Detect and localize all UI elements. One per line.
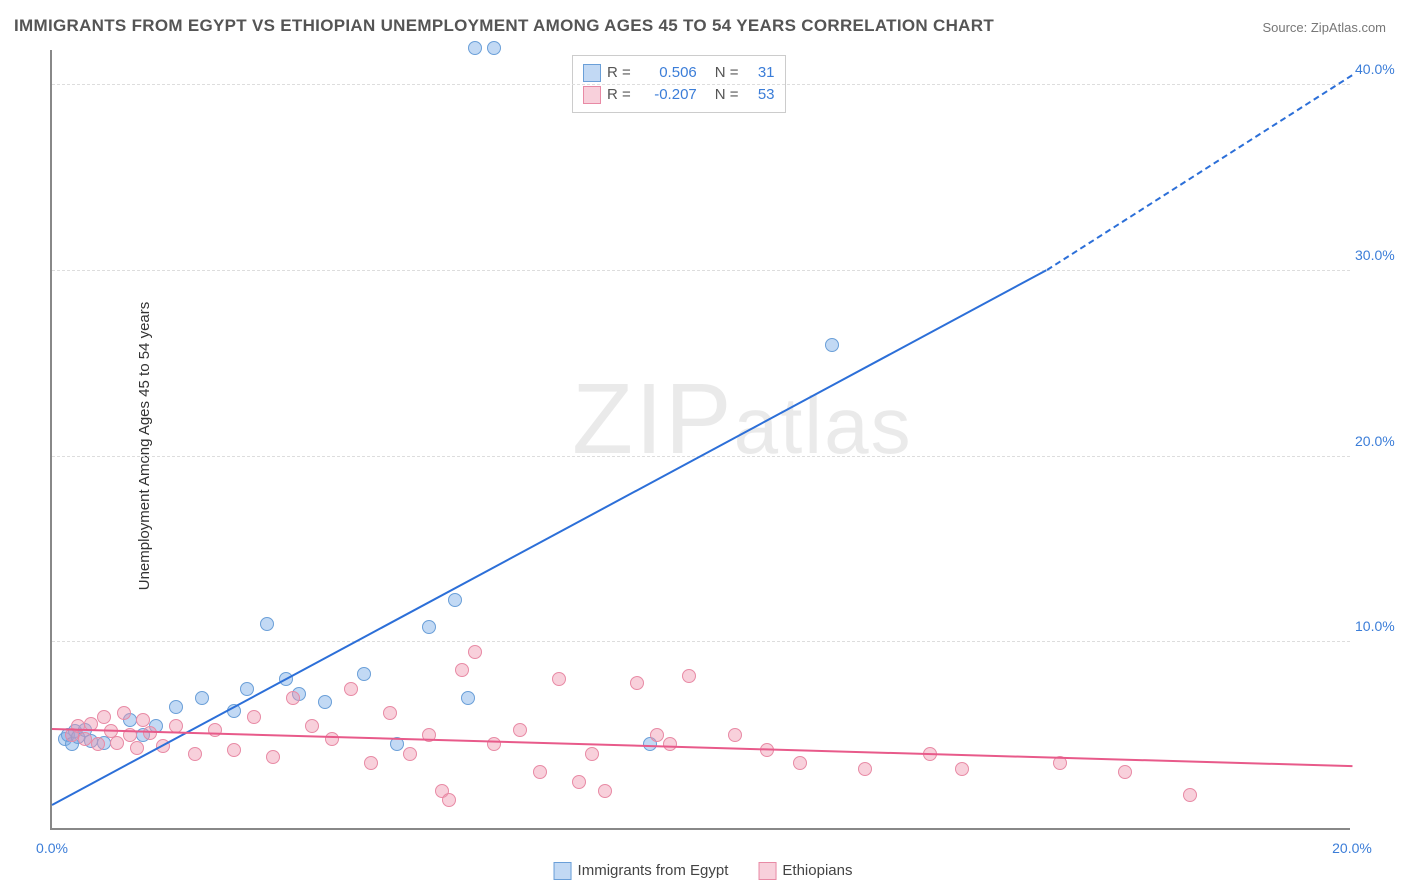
data-point [552,672,566,686]
legend-item: Immigrants from Egypt [554,862,729,880]
data-point [403,747,417,761]
data-point [598,784,612,798]
y-tick-label: 30.0% [1355,247,1406,263]
data-point [383,706,397,720]
data-point [78,732,92,746]
data-point [468,41,482,55]
legend-item: Ethiopians [758,862,852,880]
data-point [825,338,839,352]
data-point [422,620,436,634]
legend-row: R =0.506N =31 [583,62,775,84]
data-point [728,728,742,742]
data-point [461,691,475,705]
data-point [455,663,469,677]
trend-line [52,728,1352,767]
x-tick-label: 20.0% [1332,840,1372,856]
data-point [97,710,111,724]
data-point [91,737,105,751]
data-point [110,736,124,750]
data-point [663,737,677,751]
legend-row: R =-0.207N =53 [583,84,775,106]
data-point [357,667,371,681]
data-point [266,750,280,764]
data-point [318,695,332,709]
data-point [305,719,319,733]
data-point [630,676,644,690]
data-point [240,682,254,696]
data-point [793,756,807,770]
data-point [1183,788,1197,802]
y-tick-label: 40.0% [1355,61,1406,77]
data-point [143,726,157,740]
gridline [52,270,1350,271]
data-point [227,743,241,757]
data-point [344,682,358,696]
data-point [325,732,339,746]
data-point [130,741,144,755]
data-point [858,762,872,776]
y-tick-label: 10.0% [1355,618,1406,634]
data-point [195,691,209,705]
chart-title: IMMIGRANTS FROM EGYPT VS ETHIOPIAN UNEMP… [14,16,994,36]
data-point [513,723,527,737]
gridline [52,641,1350,642]
data-point [1118,765,1132,779]
data-point [188,747,202,761]
data-point [533,765,547,779]
scatter-plot-area: ZIPatlas R =0.506N =31R =-0.207N =53 10.… [50,50,1350,830]
data-point [364,756,378,770]
data-point [117,706,131,720]
watermark: ZIPatlas [572,362,913,477]
source-attribution: Source: ZipAtlas.com [1262,20,1386,35]
data-point [286,691,300,705]
trend-line [1046,74,1353,271]
data-point [650,728,664,742]
y-tick-label: 20.0% [1355,433,1406,449]
data-point [955,762,969,776]
data-point [442,793,456,807]
data-point [682,669,696,683]
x-tick-label: 0.0% [36,840,68,856]
data-point [572,775,586,789]
data-point [487,41,501,55]
data-point [247,710,261,724]
data-point [468,645,482,659]
gridline [52,84,1350,85]
data-point [585,747,599,761]
trend-line [52,269,1047,806]
data-point [448,593,462,607]
data-point [136,713,150,727]
data-point [260,617,274,631]
data-point [169,700,183,714]
series-legend: Immigrants from Egypt Ethiopians [554,862,853,880]
